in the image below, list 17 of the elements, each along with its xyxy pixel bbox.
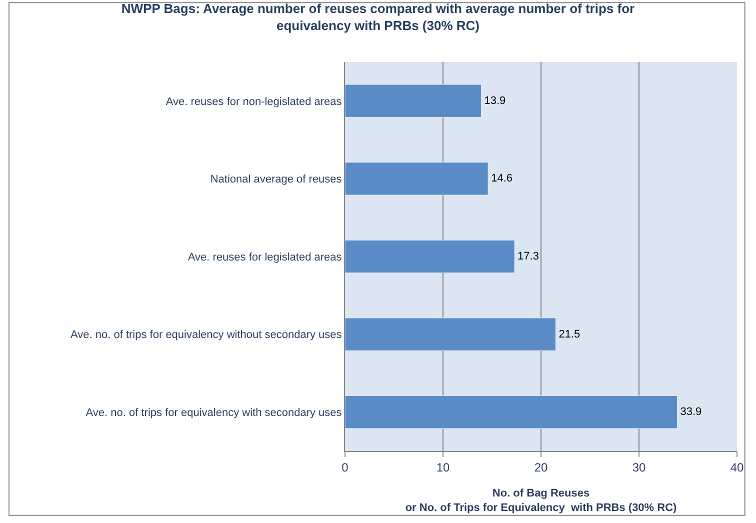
data-label: 13.9 bbox=[484, 94, 506, 107]
y-tick-label: Ave. no. of trips for equivalency with secondary uses bbox=[86, 406, 342, 419]
x-tick-label: 10 bbox=[436, 460, 450, 474]
x-tick-label: 0 bbox=[342, 460, 349, 474]
y-tick-label: Ave. reuses for legislated areas bbox=[188, 251, 342, 264]
y-tick-label: Ave. no. of trips for equivalency without secondary uses bbox=[70, 329, 342, 342]
y-tick-label: Ave. reuses for non-legislated areas bbox=[166, 96, 342, 108]
data-label: 17.3 bbox=[518, 250, 539, 262]
data-label: 33.9 bbox=[680, 406, 702, 418]
x-tick-label: 40 bbox=[730, 460, 744, 474]
x-axis-title: No. of Bag Reuses or No. of Trips for Equivalency with PRBs (30% RC) bbox=[405, 488, 678, 514]
y-tick-label: National average of reuses bbox=[210, 174, 342, 186]
data-label: 21.5 bbox=[558, 328, 580, 340]
x-tick-label: 20 bbox=[534, 460, 548, 474]
chart-title: NWPP Bags: Average number of reuses compared with average number of trips for equivalency with PRBs (30% RC) bbox=[121, 1, 635, 33]
data-label: 14.6 bbox=[491, 172, 512, 185]
x-tick-label: 30 bbox=[632, 460, 646, 474]
